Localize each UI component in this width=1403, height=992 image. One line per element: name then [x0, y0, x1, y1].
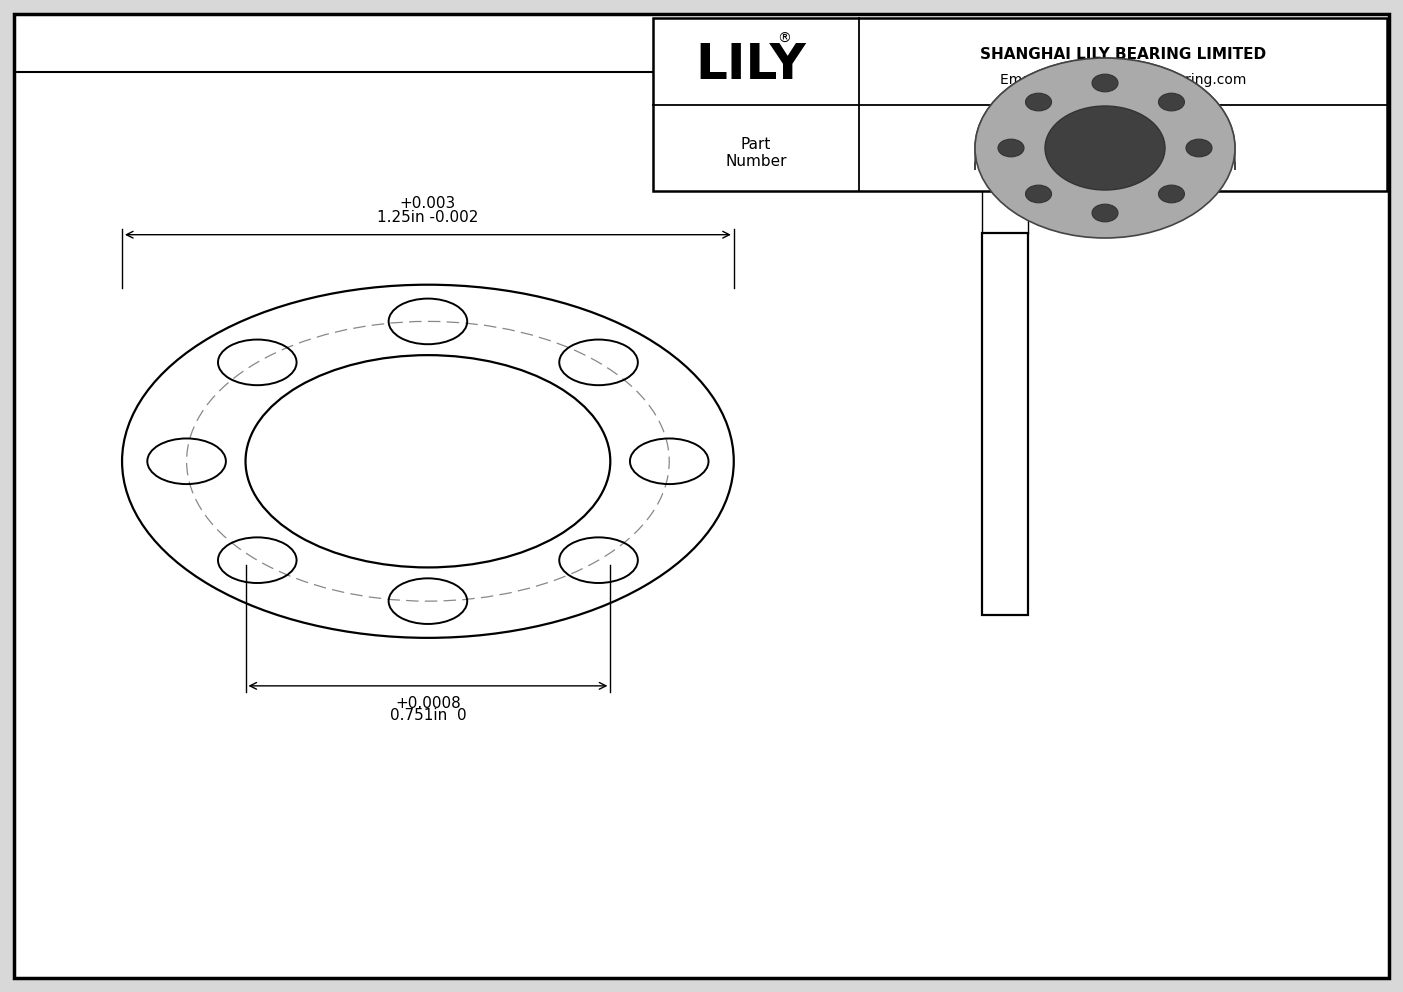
- Ellipse shape: [1026, 93, 1051, 111]
- Polygon shape: [975, 58, 1235, 170]
- Text: 2855T5: 2855T5: [1089, 127, 1157, 145]
- Ellipse shape: [1186, 139, 1212, 157]
- Ellipse shape: [1092, 204, 1118, 222]
- Ellipse shape: [998, 139, 1024, 157]
- Bar: [654, 18, 1386, 191]
- Ellipse shape: [1045, 106, 1164, 190]
- Bar: [982, 233, 1028, 615]
- Ellipse shape: [1159, 186, 1184, 202]
- Text: ®: ®: [777, 32, 791, 46]
- Text: Part
Number: Part Number: [725, 137, 787, 170]
- Text: Email: lilybearing@lily-bearing.com: Email: lilybearing@lily-bearing.com: [999, 73, 1246, 87]
- Text: +0.0008: +0.0008: [396, 695, 460, 711]
- Text: SHANGHAI LILY BEARING LIMITED: SHANGHAI LILY BEARING LIMITED: [979, 47, 1266, 62]
- Ellipse shape: [975, 58, 1235, 238]
- Text: 1.25in -0.002: 1.25in -0.002: [377, 209, 478, 225]
- Text: 0.125in ±0.005: 0.125in ±0.005: [976, 153, 1094, 168]
- Text: LILY: LILY: [696, 41, 807, 88]
- Text: +0.003: +0.003: [400, 195, 456, 210]
- Ellipse shape: [1159, 93, 1184, 111]
- Ellipse shape: [1026, 186, 1051, 202]
- Ellipse shape: [1092, 74, 1118, 92]
- Polygon shape: [1045, 106, 1164, 170]
- Text: 0.751in  0: 0.751in 0: [390, 708, 466, 723]
- Text: Dry-Running Thrust Bearings: Dry-Running Thrust Bearings: [1023, 160, 1223, 175]
